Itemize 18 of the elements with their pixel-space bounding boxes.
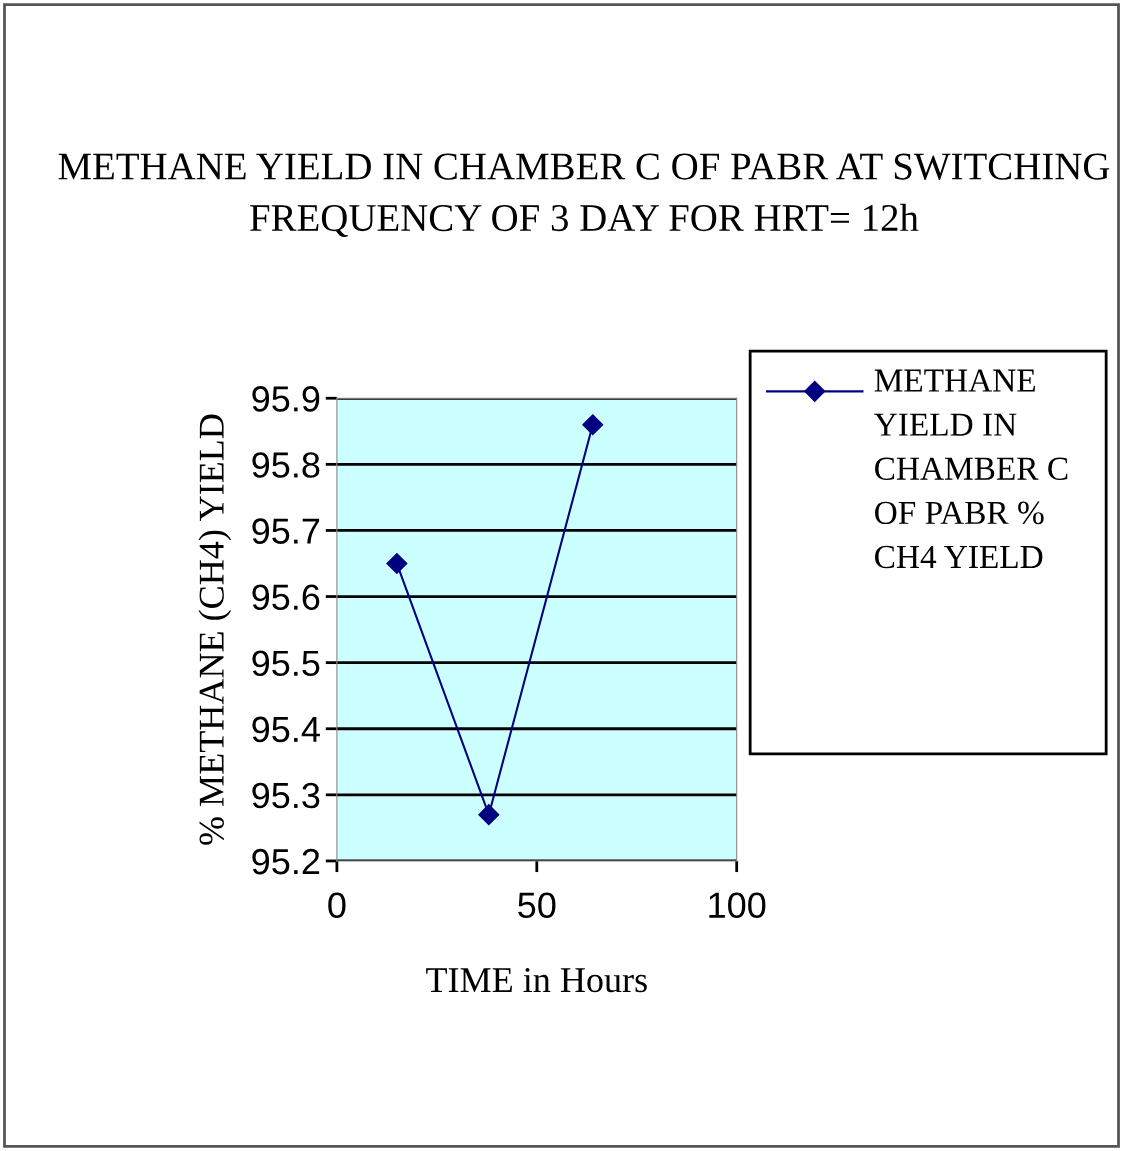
point [582,414,604,436]
legend-label: METHANE YIELD IN CHAMBER C OF PABR % CH4 YIELD [874,369,1068,569]
point [478,804,500,826]
y-tick-label: 95.5 [252,650,320,677]
x-tick-label: 100 [709,892,766,919]
x-tick-label: 50 [518,892,556,919]
x-tick-label: 0 [328,892,346,919]
y-tick-label: 95.2 [252,848,320,875]
y-tick-label: 95.4 [252,716,320,743]
y-tick-label: 95.7 [252,518,320,544]
y-tick-label: 95.9 [252,386,320,412]
y-tick-label: 95.6 [252,584,320,610]
y-tick-label: 95.3 [252,782,320,809]
x-axis-title: TIME in Hours [426,967,647,993]
chart-title: METHANE YIELD IN CHAMBER C OF PABR AT SWITCHING FREQUENCY OF 3 DAY FOR HRT= 12h [58,153,1110,238]
y-axis-title: % METHANE (CH4) YIELD [198,414,232,845]
y-tick-label: 95.8 [252,452,320,478]
point [386,552,408,575]
